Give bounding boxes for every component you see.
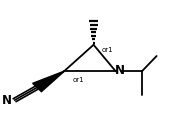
Polygon shape bbox=[33, 71, 64, 92]
Text: N: N bbox=[1, 94, 11, 107]
Text: or1: or1 bbox=[101, 47, 113, 53]
Text: or1: or1 bbox=[72, 77, 84, 83]
Text: N: N bbox=[115, 64, 125, 77]
